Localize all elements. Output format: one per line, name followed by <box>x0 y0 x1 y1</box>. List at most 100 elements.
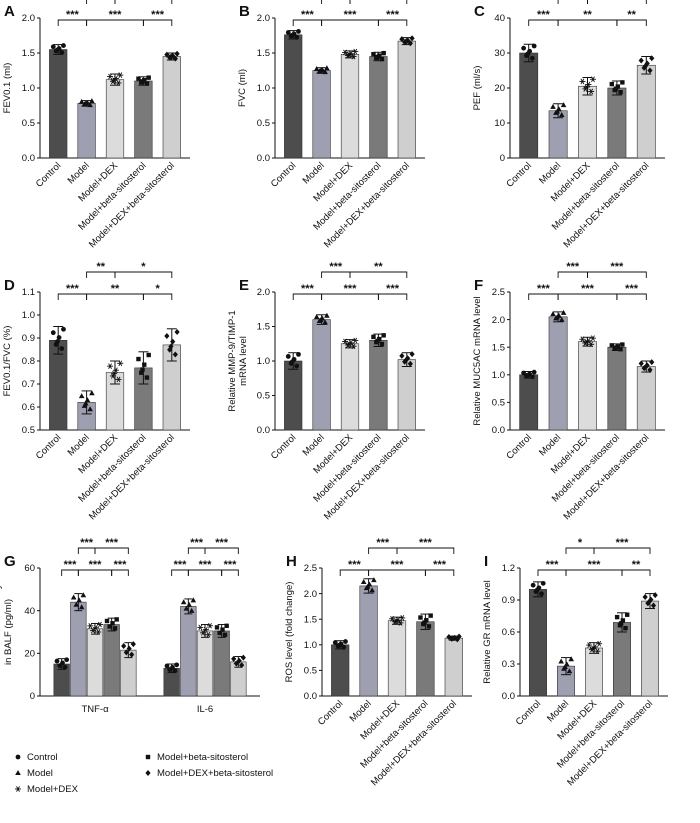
data-point-stroke <box>587 642 592 648</box>
significance-bracket: *** <box>557 283 618 300</box>
data-point <box>590 645 597 652</box>
data-point <box>117 360 124 367</box>
data-point <box>174 329 180 336</box>
significance-label: *** <box>114 559 128 571</box>
data-point <box>647 67 653 74</box>
data-point <box>588 88 595 95</box>
y-tick-label: 2.0 <box>257 13 270 24</box>
x-tick-label: Control <box>316 698 345 727</box>
legend-marker <box>15 754 21 760</box>
data-point <box>644 60 650 67</box>
data-point <box>529 374 535 380</box>
y-axis-label: Relative MMP-9/TIMP-1mRNA level <box>227 310 249 411</box>
bar-model <box>70 601 87 697</box>
data-point <box>54 658 60 664</box>
data-point <box>399 615 406 621</box>
data-point <box>140 367 145 372</box>
x-tick-label: Model <box>66 432 92 458</box>
significance-label: * <box>155 283 160 295</box>
data-point <box>197 624 204 631</box>
significance-bracket: *** <box>377 9 408 26</box>
y-axis-label: FEV0.1 (ml) <box>2 63 13 114</box>
bracket-line <box>587 0 647 4</box>
significance-label: *** <box>537 283 551 295</box>
legend-item: Model <box>15 768 53 779</box>
significance-bracket: *** <box>86 9 144 26</box>
x-tick-label: Model <box>66 160 92 186</box>
significance-label: *** <box>625 283 639 295</box>
panel-f: F 0.0 0.5 1.0 1.5 2.0 2.5 Relative MUC5AC mRNA … <box>472 261 665 522</box>
data-point-stroke <box>591 335 595 341</box>
data-point <box>539 591 544 597</box>
panel-letter: F <box>474 277 483 294</box>
data-point-stroke <box>597 640 602 647</box>
y-tick-label: 0.5 <box>257 118 270 129</box>
bar-model-dex-beta-sitosterol <box>397 359 416 431</box>
y-tick-label: 2.0 <box>257 287 270 298</box>
data-point <box>168 53 174 60</box>
data-point <box>649 359 655 366</box>
data-point <box>107 363 114 369</box>
y-tick-label: 1.5 <box>492 342 505 353</box>
significance-label: *** <box>610 261 624 273</box>
data-point <box>82 400 89 406</box>
y-tick-label: 1.5 <box>22 48 35 59</box>
data-point <box>172 668 178 674</box>
legend-label: Model+DEX <box>27 784 79 795</box>
data-point <box>422 620 427 625</box>
data-point-stroke <box>343 49 347 56</box>
significance-label: *** <box>109 9 123 21</box>
significance-label: *** <box>301 9 315 21</box>
bar-model-dex <box>340 54 360 159</box>
data-point <box>146 75 151 80</box>
panel-letter: A <box>4 3 15 20</box>
data-point <box>294 34 300 40</box>
data-point-stroke <box>16 786 20 792</box>
significance-label: ** <box>583 9 592 21</box>
data-point <box>97 621 103 628</box>
significance-label: *** <box>386 9 400 21</box>
significance-bracket: *** <box>77 537 96 554</box>
data-point-stroke <box>93 624 98 631</box>
bar-model-dex-beta-sitosterol <box>162 56 181 159</box>
data-point <box>73 601 80 607</box>
significance-bracket: ** <box>587 0 647 4</box>
bracket-line <box>424 569 455 576</box>
data-point <box>566 668 573 674</box>
data-point <box>620 618 626 623</box>
data-point <box>90 627 96 634</box>
data-point <box>389 615 396 622</box>
bar-control <box>49 49 68 159</box>
data-point-stroke <box>584 84 589 90</box>
data-point <box>207 622 213 629</box>
significance-label: *** <box>80 537 94 549</box>
data-point <box>409 35 415 42</box>
significance-label: *** <box>566 261 580 273</box>
data-point <box>426 624 432 629</box>
legend-item: Model+DEX+beta-sitosterol <box>145 768 273 779</box>
y-axis-label-line: Relative MMP-9/TIMP-1 <box>227 310 238 411</box>
x-tick-label: Control <box>269 160 298 189</box>
data-point <box>324 65 330 71</box>
significance-label: *** <box>199 559 213 571</box>
x-tick-label: Control <box>514 698 543 727</box>
data-point <box>50 44 56 50</box>
panel-letter: G <box>4 553 16 570</box>
data-point-stroke <box>400 615 405 621</box>
significance-bracket: *** <box>557 0 588 4</box>
data-point <box>61 43 66 48</box>
data-point <box>130 641 136 648</box>
x-tick-label: Model <box>301 160 327 186</box>
significance-bracket: *** <box>424 559 455 576</box>
data-point-stroke <box>347 341 352 347</box>
data-point <box>317 317 324 323</box>
data-point <box>647 366 653 373</box>
data-point <box>531 369 537 375</box>
data-point <box>642 593 648 600</box>
data-point <box>294 363 300 369</box>
data-point-stroke <box>353 337 358 344</box>
bracket-line <box>204 547 239 554</box>
data-point <box>144 81 150 86</box>
significance-bracket: *** <box>321 261 351 278</box>
data-point <box>174 662 180 668</box>
